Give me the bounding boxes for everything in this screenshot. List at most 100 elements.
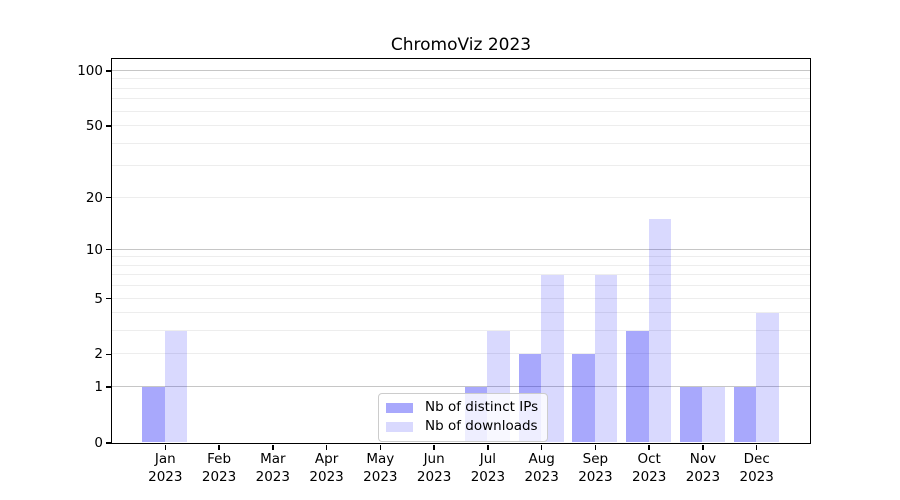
gridline-minor (111, 297, 810, 299)
bar-downloads-nov (702, 386, 725, 443)
gridline-minor (111, 353, 810, 355)
y-tick-label: 1 (94, 379, 103, 396)
bar-distinct-ips-jan (142, 386, 165, 443)
gridline-minor (111, 312, 810, 314)
x-tick-year: 2023 (363, 468, 398, 485)
gridline-minor (111, 256, 810, 258)
bar-distinct-ips-nov (679, 386, 703, 443)
legend-item-downloads: Nb of downloads (386, 417, 538, 436)
x-tick-label-oct: Oct 2023 (604, 451, 694, 486)
x-tick-label-nov: Nov 2023 (658, 451, 748, 486)
x-tick-year: 2023 (309, 468, 344, 485)
bar-downloads-sep (594, 274, 618, 443)
gridline-minor (111, 165, 810, 167)
x-tick-mark (272, 444, 274, 450)
legend-item-distinct-ips: Nb of distinct IPs (386, 398, 538, 417)
x-tick-label-apr: Apr 2023 (282, 451, 372, 486)
bar-downloads-jan (164, 330, 188, 443)
x-tick-month: Jan (154, 451, 176, 467)
x-tick-label-jul: Jul 2023 (443, 451, 533, 486)
x-tick-label-aug: Aug 2023 (497, 451, 587, 486)
x-tick-month: Feb (207, 451, 232, 467)
x-tick-month: May (366, 451, 395, 467)
legend-swatch-distinct-ips-icon (386, 402, 413, 413)
gridline-minor (111, 285, 810, 287)
x-tick-label-dec: Dec 2023 (712, 451, 802, 486)
x-tick-label-jun: Jun 2023 (389, 451, 479, 486)
x-tick-year: 2023 (470, 468, 506, 485)
plot-area (110, 57, 811, 444)
x-tick-mark (325, 444, 328, 450)
bar-layer (112, 59, 810, 443)
x-tick-mark (648, 444, 650, 450)
x-tick-month: Oct (637, 451, 661, 467)
x-tick-mark (540, 444, 543, 450)
y-tick-label: 20 (85, 189, 103, 206)
bar-distinct-ips-sep (572, 353, 595, 443)
x-tick-month: Jun (423, 451, 445, 467)
gridline-minor (111, 196, 810, 198)
x-tick-label-mar: Mar 2023 (228, 451, 318, 486)
y-tick-mark (106, 70, 111, 72)
bar-distinct-ips-oct (626, 330, 649, 443)
x-tick-mark (755, 444, 758, 450)
gridline-minor (111, 142, 810, 144)
y-tick-mark (106, 196, 111, 199)
y-tick-mark (106, 125, 111, 127)
legend-label-distinct-ips: Nb of distinct IPs (425, 399, 539, 415)
gridline-minor (111, 87, 810, 89)
gridline-minor (111, 98, 810, 100)
x-tick-mark (164, 444, 167, 450)
x-tick-month: Sep (582, 451, 609, 467)
gridline-minor (111, 330, 810, 332)
x-tick-year: 2023 (255, 468, 290, 485)
bar-distinct-ips-dec (733, 386, 757, 443)
x-tick-month: Dec (743, 451, 770, 467)
y-tick-mark (106, 386, 111, 388)
gridline-major (111, 386, 810, 388)
y-tick-label: 5 (94, 290, 103, 307)
x-tick-year: 2023 (201, 468, 237, 485)
y-tick-mark (106, 297, 111, 300)
y-tick-label: 100 (77, 62, 103, 79)
x-tick-month: Aug (528, 451, 555, 467)
y-tick-mark (106, 442, 111, 444)
legend-label-downloads: Nb of downloads (425, 418, 538, 434)
y-tick-label: 10 (85, 241, 103, 258)
x-tick-label-feb: Feb 2023 (174, 451, 264, 486)
y-tick-label: 0 (94, 435, 103, 451)
grid-layer (111, 59, 810, 443)
gridline-major (111, 69, 810, 71)
x-tick-month: Apr (314, 451, 339, 467)
x-tick-mark (594, 444, 597, 450)
gridline-minor (111, 110, 810, 112)
x-tick-year: 2023 (148, 468, 183, 485)
bar-downloads-oct (648, 218, 672, 443)
x-tick-label-may: May 2023 (335, 451, 425, 486)
gridline-minor (111, 78, 810, 80)
x-tick-year: 2023 (524, 468, 559, 485)
x-tick-mark (379, 444, 382, 450)
x-tick-mark (702, 444, 704, 450)
x-tick-month: Jul (479, 451, 497, 467)
x-tick-month: Nov (689, 451, 717, 467)
gridline-minor (111, 124, 810, 126)
gridline-minor (111, 274, 810, 276)
legend-swatch-downloads-icon (386, 421, 413, 432)
x-tick-year: 2023 (739, 468, 774, 485)
gridline-minor (111, 264, 810, 266)
chart-title: ChromoViz 2023 (390, 35, 532, 55)
bar-downloads-dec (756, 312, 779, 443)
y-tick-mark (106, 353, 111, 356)
y-tick-label: 2 (94, 346, 103, 363)
gridline-major (111, 248, 810, 250)
legend: Nb of distinct IPs Nb of downloads (378, 393, 549, 442)
x-tick-year: 2023 (685, 468, 721, 485)
x-tick-mark (433, 444, 435, 450)
x-tick-label-sep: Sep 2023 (550, 451, 640, 486)
y-tick-label: 50 (85, 117, 103, 134)
x-tick-year: 2023 (631, 468, 667, 485)
x-tick-mark (487, 444, 489, 450)
